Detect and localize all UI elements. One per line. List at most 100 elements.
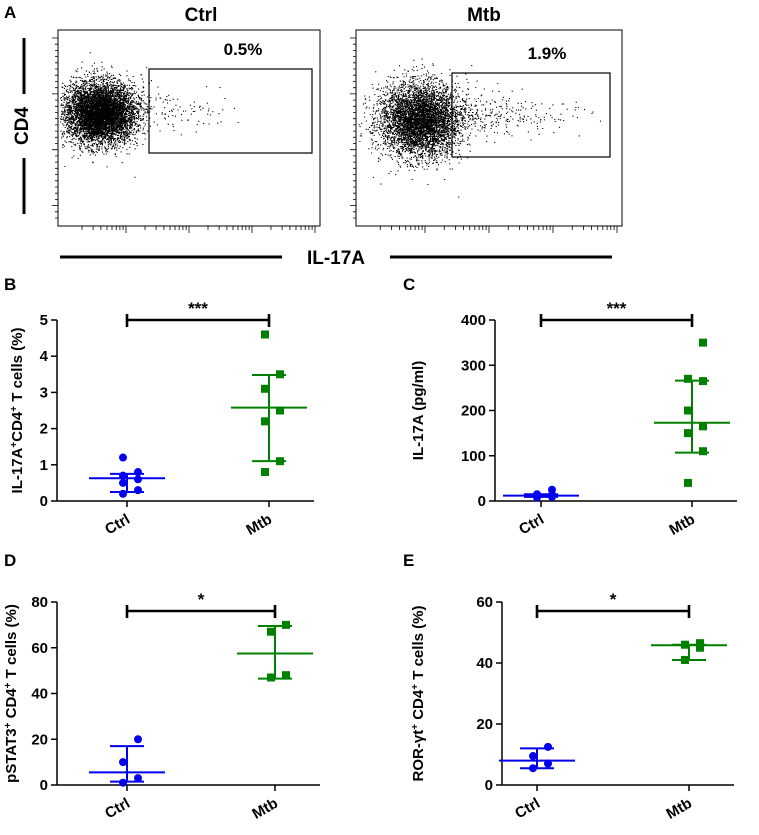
data-point-mtb xyxy=(699,338,707,347)
panel-e-letter: E xyxy=(403,551,414,570)
data-point-mtb xyxy=(276,406,284,415)
data-point-mtb xyxy=(276,370,284,379)
facs-ctrl-x-ticks xyxy=(81,226,316,233)
significance-stars: * xyxy=(610,590,617,609)
data-point-ctrl xyxy=(119,489,127,498)
y-axis-label-part: + xyxy=(410,724,421,730)
data-point-mtb xyxy=(699,377,707,386)
data-point-mtb xyxy=(684,478,692,487)
facs-x-tick-marks xyxy=(81,226,316,233)
category-label-ctrl: Ctrl xyxy=(102,795,133,823)
y-tick-label: 100 xyxy=(461,448,486,465)
data-point-mtb xyxy=(699,422,707,431)
data-point-ctrl xyxy=(119,778,127,787)
facs-mtb-y-ticks xyxy=(350,37,356,219)
data-point-mtb xyxy=(684,374,692,383)
y-axis-label-part: + xyxy=(410,684,421,690)
data-point-mtb xyxy=(699,447,707,456)
category-label-ctrl: Ctrl xyxy=(102,511,133,539)
significance-stars: *** xyxy=(607,299,627,318)
panel-c-letter: C xyxy=(403,275,415,294)
significance-stars: *** xyxy=(188,299,208,318)
facs-y-tick-marks xyxy=(52,37,58,219)
data-point-mtb xyxy=(681,640,689,649)
y-tick-label: 300 xyxy=(461,357,486,374)
y-tick-label: 1 xyxy=(40,457,48,474)
y-axis-label-part: + xyxy=(3,682,14,688)
y-tick-label: 400 xyxy=(461,312,486,329)
y-tick-label: 2 xyxy=(40,421,48,438)
y-axis-label: ROR-γt+ CD4+ T cells (%) xyxy=(410,606,428,782)
facs-ctrl-y-ticks xyxy=(52,37,58,219)
facs-ctrl-title: Ctrl xyxy=(185,5,218,26)
category-label-ctrl: Ctrl xyxy=(516,511,547,539)
data-point-ctrl xyxy=(548,485,556,494)
y-axis-label-part: T cells (%) xyxy=(410,606,427,684)
panel-c: C 0 100 200 300 400 Ctrl Mtb IL-17A (pg/ml) *** xyxy=(403,275,737,539)
y-tick-label: 3 xyxy=(40,384,48,401)
data-point-ctrl xyxy=(119,471,127,480)
data-point-mtb xyxy=(261,417,269,426)
data-point-mtb xyxy=(267,673,275,682)
category-label-mtb: Mtb xyxy=(666,511,698,539)
panel-a-letter: A xyxy=(4,3,16,22)
facs-mtb-events xyxy=(358,58,601,198)
data-point-ctrl xyxy=(544,759,552,768)
cd4-axis-label: CD4 xyxy=(12,107,33,145)
data-point-mtb xyxy=(684,406,692,415)
facs-mtb-title: Mtb xyxy=(467,5,501,26)
significance-stars: * xyxy=(198,590,205,609)
y-tick-label: 0 xyxy=(40,493,48,510)
facs-ctrl-gate xyxy=(148,68,313,154)
data-point-ctrl xyxy=(134,735,142,744)
data-point-ctrl xyxy=(533,490,541,499)
y-axis-label: IL-17A (pg/ml) xyxy=(410,361,427,460)
data-point-ctrl xyxy=(529,764,537,773)
data-point-mtb xyxy=(282,620,290,629)
y-axis-label-part: + xyxy=(9,442,20,448)
y-axis-label-text: IL-17A (pg/ml) xyxy=(410,361,427,460)
data-point-ctrl xyxy=(134,774,142,783)
y-axis-label-part: CD4 xyxy=(3,688,20,723)
y-axis-label: IL-17A+CD4+ T cells (%) xyxy=(9,328,27,494)
data-point-mtb xyxy=(696,639,704,648)
category-label-ctrl: Ctrl xyxy=(512,795,543,823)
category-label-mtb: Mtb xyxy=(663,795,695,823)
facs-mtb-frame xyxy=(355,29,623,227)
data-point-mtb xyxy=(681,655,689,664)
y-axis-label-part: T cells (%) xyxy=(9,328,26,406)
panel-a: A CD4 Ctrl 0.5% Mtb 1.9% IL-17A xyxy=(4,3,623,269)
facs-y-tick-marks xyxy=(350,37,356,219)
data-point-ctrl xyxy=(119,758,127,767)
y-tick-label: 40 xyxy=(31,686,48,703)
facs-x-tick-marks xyxy=(379,226,618,233)
category-label-mtb: Mtb xyxy=(249,795,281,823)
data-point-mtb xyxy=(267,627,275,636)
y-axis-label-part: CD4 xyxy=(9,411,26,442)
data-point-mtb xyxy=(684,429,692,438)
y-tick-label: 20 xyxy=(476,716,493,733)
y-tick-label: 0 xyxy=(478,493,486,510)
data-point-mtb xyxy=(261,384,269,393)
y-tick-label: 80 xyxy=(31,594,48,611)
facs-event-dots xyxy=(60,52,239,178)
y-tick-label: 60 xyxy=(31,640,48,657)
data-point-ctrl xyxy=(134,475,142,484)
data-point-ctrl xyxy=(544,742,552,751)
data-point-ctrl xyxy=(119,453,127,462)
data-point-mtb xyxy=(261,468,269,477)
y-axis-label: pSTAT3+ CD4+ T cells (%) xyxy=(3,604,21,783)
data-point-ctrl xyxy=(119,478,127,487)
il17a-axis-label: IL-17A xyxy=(307,248,365,269)
data-point-mtb xyxy=(276,457,284,466)
y-tick-label: 40 xyxy=(476,655,493,672)
data-point-mtb xyxy=(261,330,269,339)
y-axis-label-part: + xyxy=(3,722,14,728)
y-tick-label: 200 xyxy=(461,403,486,420)
y-tick-label: 60 xyxy=(476,594,493,611)
y-axis-label-part: + xyxy=(9,406,20,412)
data-point-ctrl xyxy=(134,486,142,495)
